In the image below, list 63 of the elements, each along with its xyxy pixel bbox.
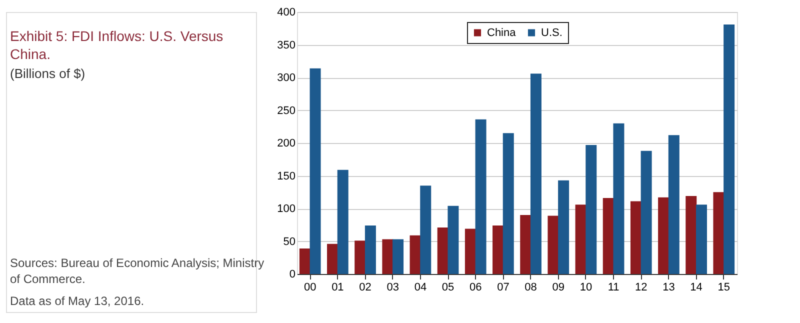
x-tick-label: 14 [690,282,702,294]
bar [586,144,597,274]
bar [327,244,338,274]
x-tick-label: 11 [608,282,620,294]
legend-label: U.S. [541,26,562,39]
x-tick-label: 10 [580,282,592,294]
x-tick-label: 00 [304,282,316,294]
x-tick-label: 03 [386,282,399,294]
bar [310,68,321,274]
y-tick-label: 250 [277,104,296,117]
bar [437,227,448,274]
bar [382,239,394,274]
bar [448,206,459,274]
x-tick-label: 01 [332,282,344,294]
y-tick-label: 300 [277,72,296,84]
bar [420,186,432,274]
source-note: Sources: Bureau of Economic Analysis; Ministry of Commerce. [10,256,264,286]
x-tick-label: 15 [718,282,730,294]
bar [410,235,421,274]
bar [668,135,680,274]
bar [354,240,366,274]
legend-label: China [487,26,517,39]
y-tick-label: 400 [277,6,296,18]
x-tick-label: 02 [359,282,372,294]
x-tick-label: 13 [662,282,675,294]
text: (Billions of $) [10,66,86,81]
text: Data as of May 13, 2016. [10,294,144,308]
y-tick-label: 150 [277,170,296,182]
x-tick-label: 04 [414,282,427,294]
bar [364,226,376,274]
y-tick-label: 0 [289,268,296,280]
bar [602,198,614,274]
y-tick-label: 350 [277,39,296,52]
x-tick-label: 05 [442,282,454,294]
text: Exhibit 5: FDI Inflows: U.S. Versus China. [10,28,224,62]
bar [492,226,504,274]
bar [558,180,570,274]
bar [475,119,486,274]
bar [520,215,532,274]
bar [464,228,476,274]
bar [575,204,586,274]
bar [337,170,348,274]
bar [686,196,697,274]
x-tick-label: 07 [497,282,510,294]
bar [658,197,670,274]
bar [696,204,707,274]
y-tick-label: 200 [277,138,296,150]
x-tick-label: 12 [635,282,648,294]
x-tick-label: 08 [524,282,537,294]
bar [548,216,559,274]
bar [530,74,542,274]
y-tick-label: 50 [283,236,296,248]
bar [299,248,310,274]
bar [502,133,514,274]
x-tick-label: 09 [552,282,565,294]
bar [392,239,404,274]
bar [640,150,652,274]
x-tick-label: 06 [469,282,482,294]
y-tick-label: 100 [277,203,296,215]
bar [713,192,724,274]
bar [613,123,624,274]
bar [724,24,735,274]
bar [630,201,642,274]
